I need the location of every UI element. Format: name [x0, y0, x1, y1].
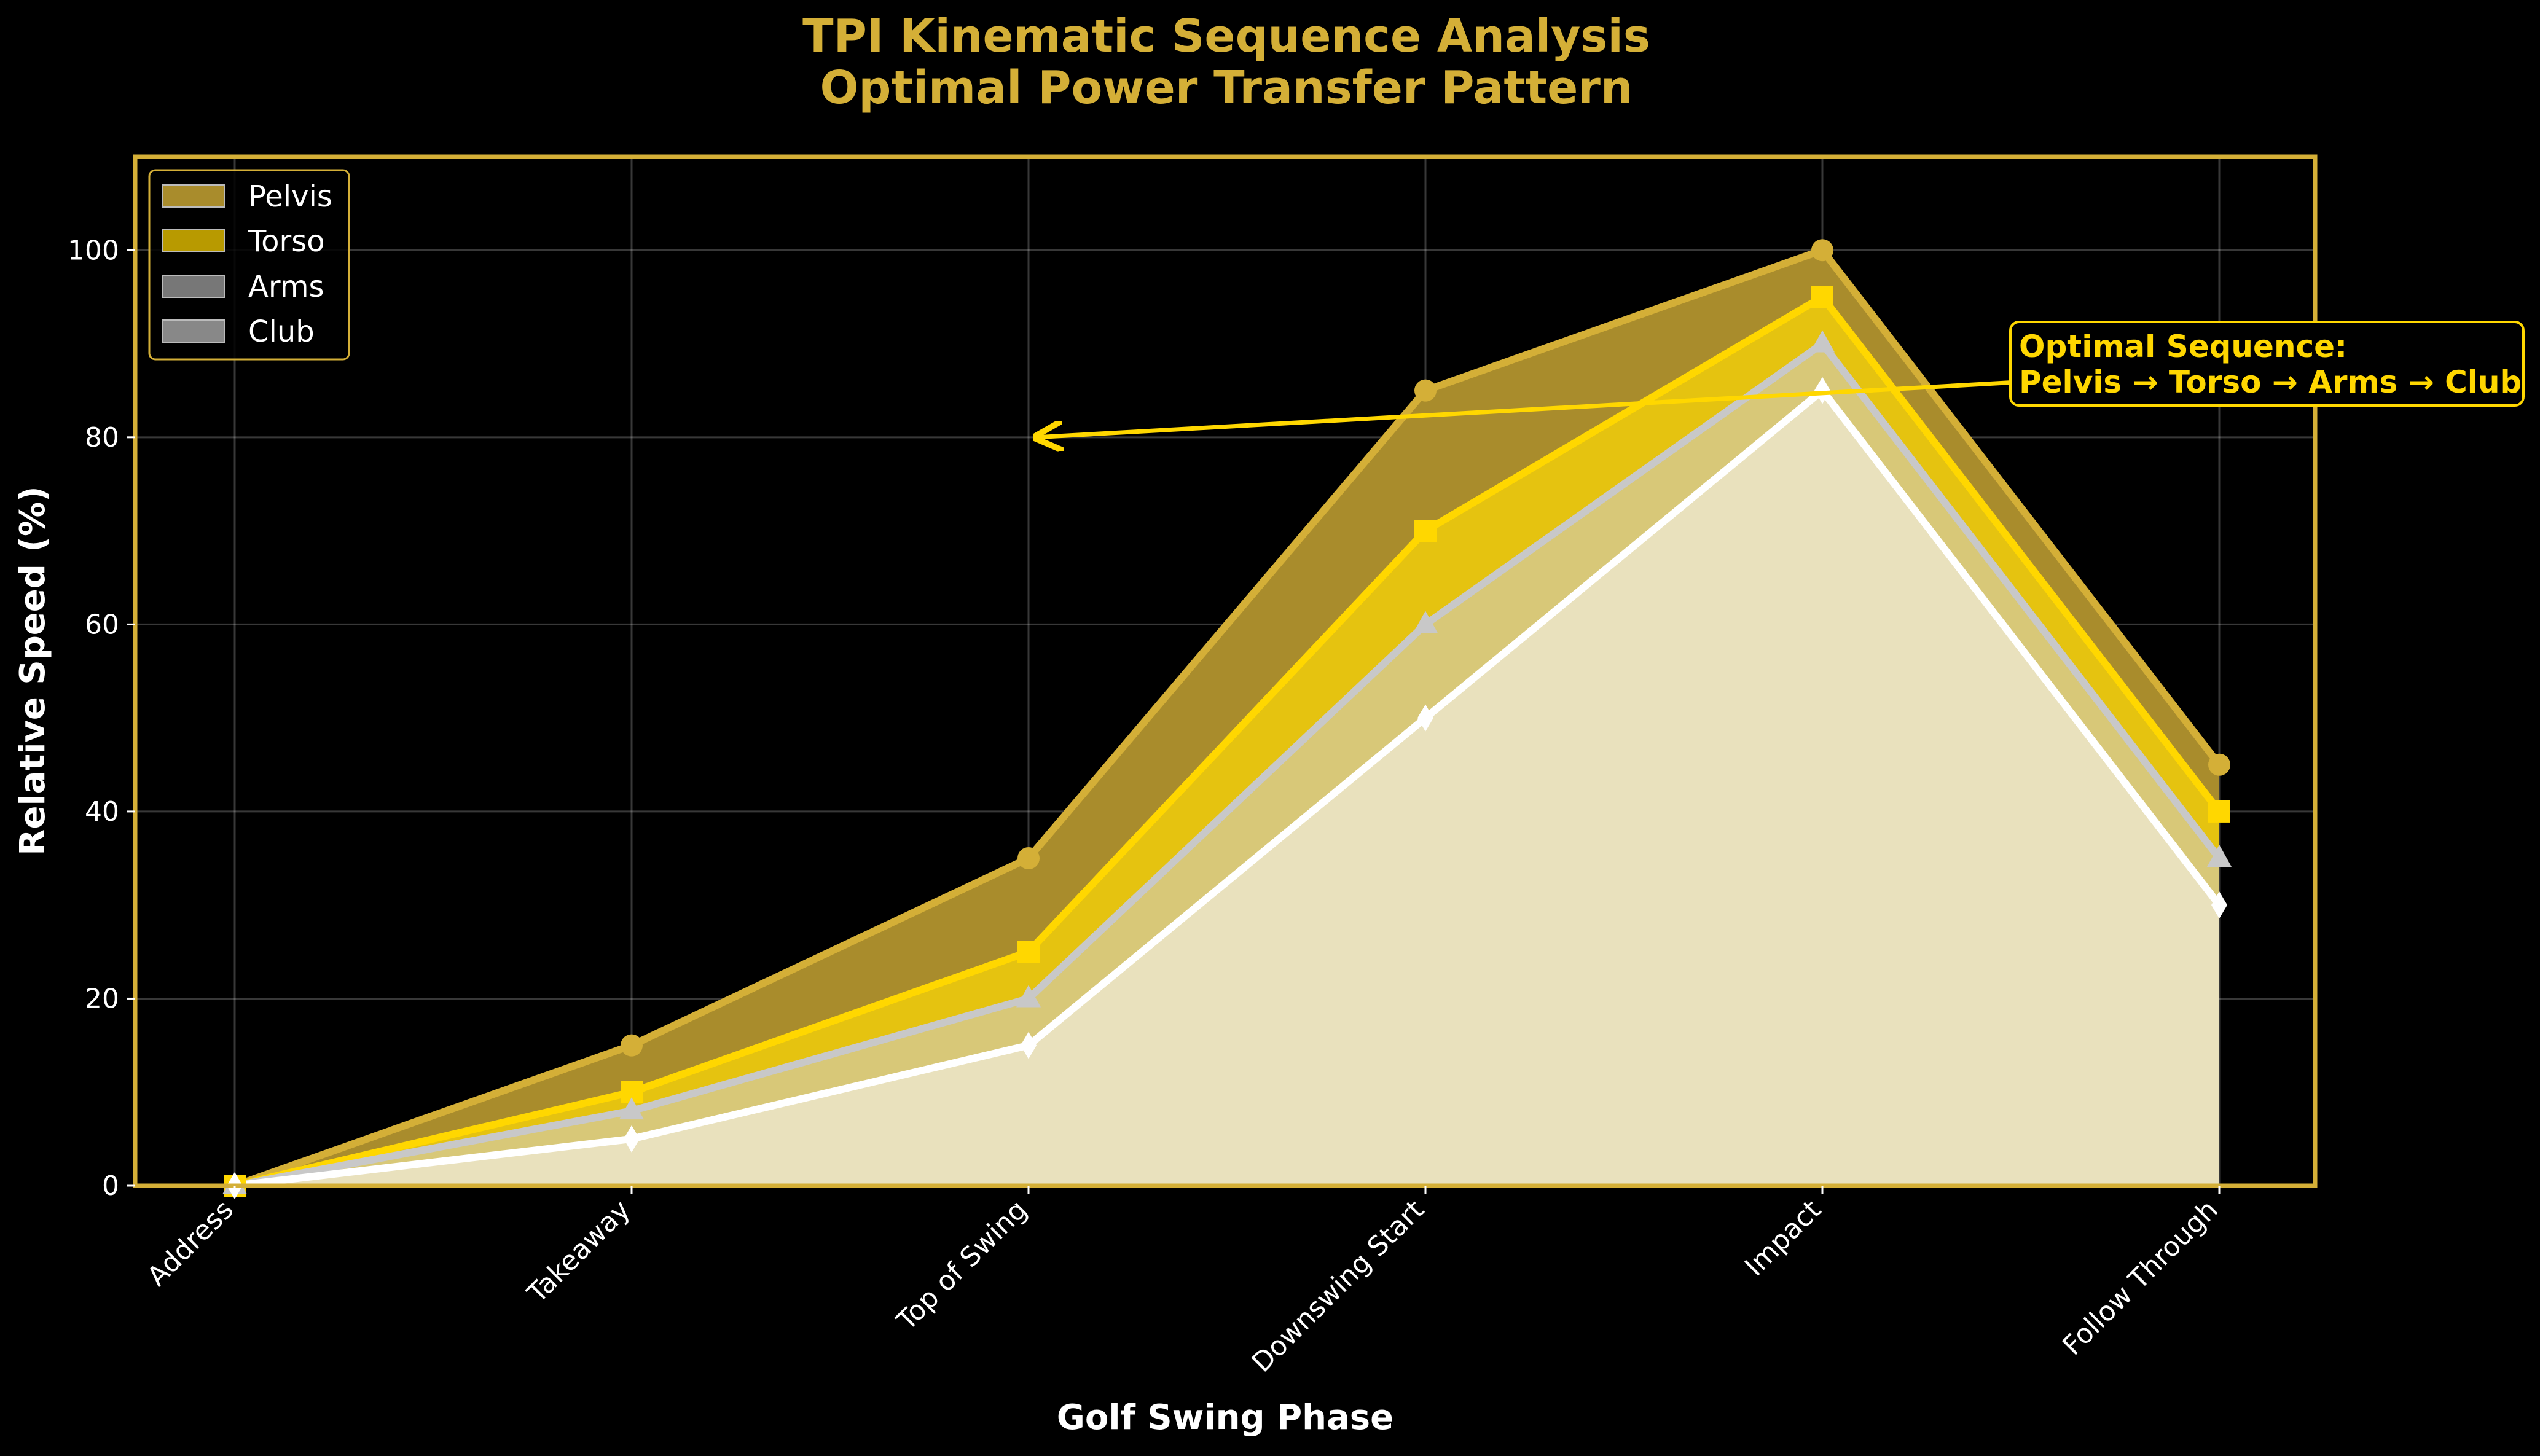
line-torso — [233, 293, 2222, 1189]
marker-club — [624, 1125, 640, 1153]
marker-torso — [1414, 520, 1437, 542]
marker-arms — [1413, 611, 1438, 633]
line-club — [234, 386, 2222, 1189]
annotation-text-line-2: Pelvis → Torso → Arms → Club — [2019, 364, 2522, 400]
y-tick-label: 40 — [85, 796, 119, 828]
marker-arms — [1810, 330, 1835, 353]
marker-pelvis — [1811, 239, 1833, 262]
marker-torso — [1017, 941, 1040, 963]
legend-swatch-pelvis — [162, 184, 225, 208]
legend-swatch-arms — [162, 275, 225, 298]
chart-title-line-2: Optimal Power Transfer Pattern — [820, 61, 1633, 114]
marker-arms — [619, 1097, 644, 1120]
legend-label-pelvis: Pelvis — [248, 179, 332, 214]
marker-club — [1814, 377, 1830, 404]
marker-club — [1021, 1031, 1037, 1059]
marker-pelvis — [1017, 847, 1040, 870]
legend-label-torso: Torso — [248, 224, 325, 259]
marker-club — [1417, 704, 1433, 732]
chart-title-line-1: TPI Kinematic Sequence Analysis — [802, 10, 1650, 63]
y-axis-ticks: 0 20 40 60 80 100 — [68, 235, 135, 1202]
y-tick-label: 60 — [85, 609, 119, 640]
y-tick-label: 100 — [68, 235, 119, 266]
line-pelvis — [233, 246, 2222, 1189]
legend-swatch-torso — [162, 229, 225, 252]
x-axis-label: Golf Swing Phase — [1057, 1398, 1393, 1438]
marker-pelvis — [1414, 379, 1437, 402]
annotation-text-line-1: Optimal Sequence: — [2019, 329, 2347, 364]
marker-pelvis — [2208, 753, 2230, 776]
series-markers — [222, 239, 2232, 1199]
marker-torso — [1811, 286, 1833, 308]
marker-arms — [2207, 845, 2232, 867]
y-tick-label: 80 — [85, 422, 119, 453]
y-axis-label: Relative Speed (%) — [13, 486, 53, 855]
annotation-box — [2009, 321, 2525, 407]
legend-label-club: Club — [248, 315, 315, 349]
annotation-arrow — [1036, 380, 2011, 437]
plot-frame — [133, 154, 2318, 1188]
y-tick-label: 0 — [102, 1170, 119, 1202]
marker-pelvis — [621, 1034, 643, 1057]
legend-box — [148, 169, 350, 361]
series-lines — [233, 246, 2222, 1189]
area-club — [235, 390, 2219, 1186]
legend: Pelvis Torso Arms Club — [148, 169, 350, 361]
legend-label-arms: Arms — [248, 270, 324, 304]
y-tick-label: 20 — [85, 983, 119, 1014]
legend-swatch-club — [162, 319, 225, 343]
line-arms — [233, 340, 2222, 1189]
marker-club — [2211, 891, 2227, 919]
annotation: Optimal Sequence: Pelvis → Torso → Arms … — [2009, 321, 2525, 407]
marker-arms — [1016, 985, 1041, 1008]
marker-torso — [2208, 800, 2230, 823]
